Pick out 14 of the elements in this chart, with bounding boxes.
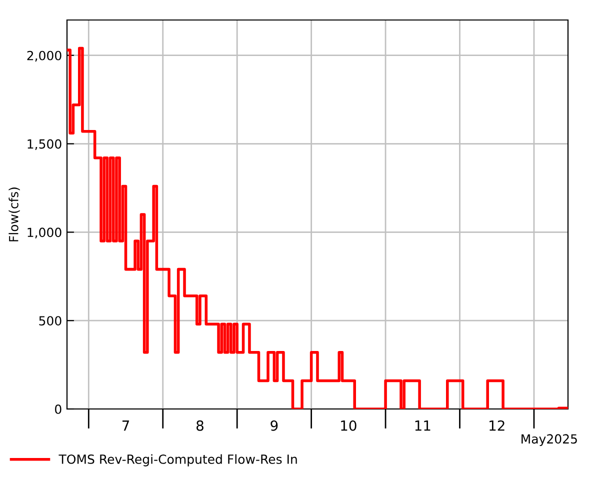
y-tick-label: 2,000	[27, 50, 62, 62]
legend-label: TOMS Rev-Regi-Computed Flow-Res In	[58, 454, 297, 466]
x-tick-label: 11	[415, 420, 430, 431]
y-tick-label: 500	[39, 316, 62, 326]
x-tick-label: 7	[122, 420, 129, 431]
x-tick-label: 10	[341, 420, 356, 431]
x-tick-label: 9	[270, 420, 278, 431]
y-tick-label: 0	[55, 404, 62, 414]
x-tick-label: 8	[196, 420, 204, 431]
y-tick-label: 1,000	[28, 228, 62, 238]
y-axis-title: Flow(cfs)	[8, 188, 20, 242]
x-tick-label: 12	[490, 420, 504, 431]
y-tick-label: 1,500	[28, 139, 62, 150]
text: May2025	[522, 434, 577, 446]
